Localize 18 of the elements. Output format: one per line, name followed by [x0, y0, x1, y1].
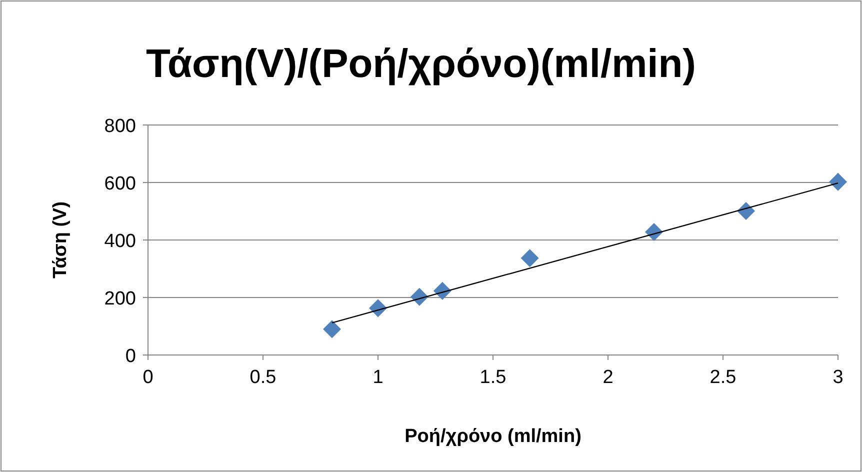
x-tick-label: 1.5 [480, 367, 506, 388]
y-tick-label: 0 [125, 346, 136, 367]
y-axis-title: Τάση (V) [50, 201, 71, 279]
y-tick-label: 800 [104, 116, 136, 137]
point [323, 320, 341, 338]
x-tick-label: 0.5 [250, 367, 276, 388]
chart-title: Τάση(V)/(Ροή/χρόνο)(ml/min) [146, 42, 696, 86]
y-tick-label: 600 [104, 174, 136, 194]
y-tick-label: 400 [104, 231, 136, 252]
x-tick-label: 3 [832, 367, 844, 388]
point [829, 172, 847, 191]
x-tick-label: 1 [372, 367, 384, 388]
y-tick-label: 200 [104, 288, 136, 310]
x-tick-label: 2 [602, 367, 614, 388]
x-tick-label: 0 [142, 367, 154, 388]
x-axis-title: Ροή/χρόνο (ml/min) [404, 426, 582, 447]
x-tick-label: 2.5 [710, 367, 736, 388]
point [520, 249, 539, 268]
